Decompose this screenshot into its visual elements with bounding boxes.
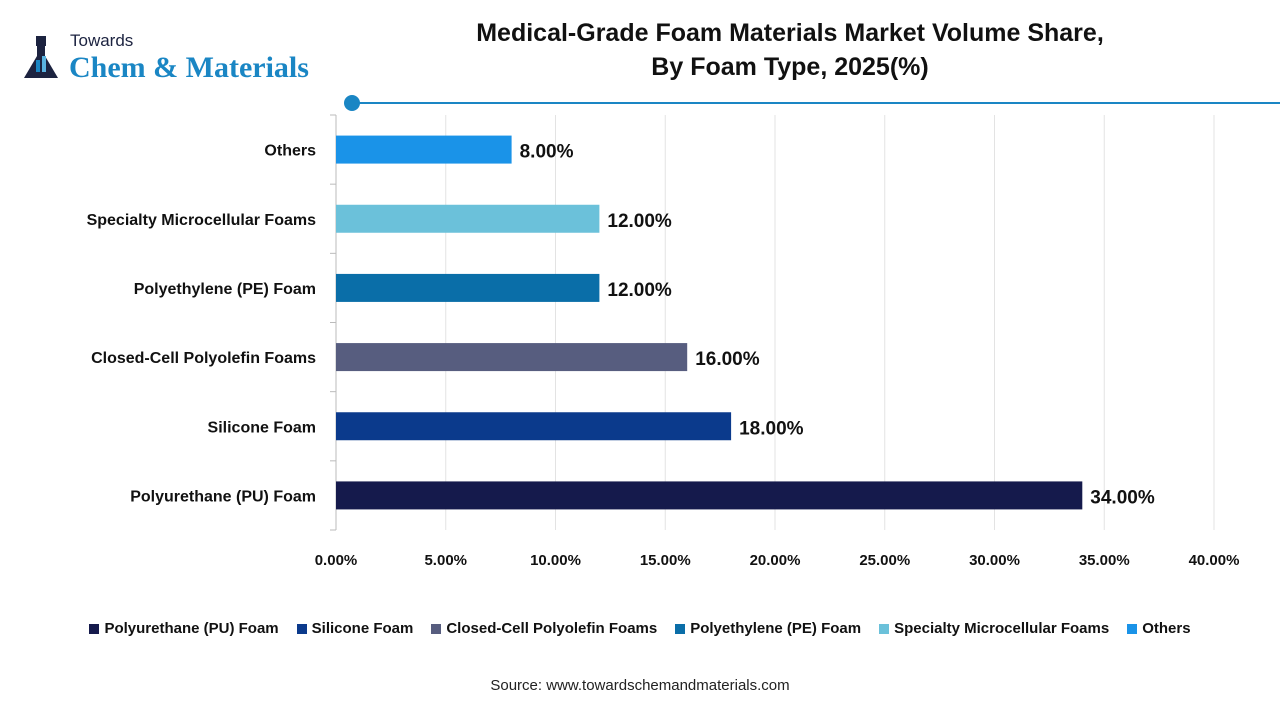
logo-text-top: Towards — [70, 31, 134, 50]
flask-icon — [24, 36, 58, 78]
data-label: 34.00% — [1090, 487, 1155, 508]
y-category-label: Polyurethane (PU) Foam — [130, 488, 316, 505]
data-label: 8.00% — [520, 142, 574, 163]
legend-label: Closed-Cell Polyolefin Foams — [446, 620, 658, 637]
legend-item: Others — [1127, 620, 1191, 637]
legend-label: Silicone Foam — [311, 620, 414, 637]
legend-item: Polyethylene (PE) Foam — [675, 620, 861, 637]
source-text: Source: www.towardschemandmaterials.com — [490, 677, 790, 694]
logo: Towards Chem & Materials — [22, 32, 352, 87]
x-tick-label: 10.00% — [530, 552, 581, 569]
legend-item: Specialty Microcellular Foams — [879, 620, 1109, 637]
x-tick-label: 30.00% — [969, 552, 1020, 569]
legend-item: Silicone Foam — [296, 620, 414, 637]
y-category-label: Closed-Cell Polyolefin Foams — [91, 350, 316, 367]
y-category-label: Others — [264, 143, 316, 160]
y-category-label: Polyethylene (PE) Foam — [134, 281, 316, 298]
bar — [336, 481, 1083, 510]
x-tick-label: 0.00% — [315, 552, 358, 569]
legend-item: Closed-Cell Polyolefin Foams — [431, 620, 657, 637]
x-tick-label: 35.00% — [1079, 552, 1130, 569]
data-label: 16.00% — [695, 349, 760, 370]
bar — [336, 273, 600, 302]
title-line-1: Medical-Grade Foam Materials Market Volu… — [476, 19, 1104, 47]
legend-swatch — [296, 623, 307, 634]
legend-item: Polyurethane (PU) Foam — [89, 620, 279, 637]
legend-label: Polyurethane (PU) Foam — [104, 620, 279, 637]
logo-text-main: Chem & Materials — [69, 51, 309, 84]
legend-swatch — [1127, 623, 1138, 634]
legend-swatch — [431, 623, 442, 634]
data-label: 12.00% — [607, 211, 672, 232]
bar — [336, 343, 688, 372]
legend-swatch — [89, 623, 100, 634]
x-tick-label: 25.00% — [859, 552, 910, 569]
bar — [336, 135, 512, 164]
data-label: 12.00% — [607, 280, 672, 301]
x-tick-label: 5.00% — [424, 552, 467, 569]
x-tick-label: 20.00% — [750, 552, 801, 569]
data-label: 18.00% — [739, 418, 804, 439]
y-category-label: Silicone Foam — [208, 419, 316, 436]
legend-label: Others — [1142, 620, 1191, 637]
bar-chart: 0.00% 5.00% 10.00% 15.00% 20.00% 25.00% 30.00%… — [87, 95, 1280, 569]
bar — [336, 204, 600, 233]
legend-label: Specialty Microcellular Foams — [894, 620, 1110, 637]
x-tick-label: 40.00% — [1189, 552, 1240, 569]
y-category-label: Specialty Microcellular Foams — [87, 212, 317, 229]
title-underline-dot — [344, 95, 360, 111]
legend-label: Polyethylene (PE) Foam — [690, 620, 862, 637]
legend-swatch — [675, 623, 686, 634]
bar — [336, 412, 732, 441]
legend-swatch — [879, 623, 890, 634]
title-line-2: By Foam Type, 2025(%) — [651, 53, 929, 81]
legend: Polyurethane (PU) Foam Silicone Foam Close… — [0, 620, 1280, 637]
x-tick-label: 15.00% — [640, 552, 691, 569]
chart-title: Medical-Grade Foam Materials Market Volu… — [380, 16, 1200, 84]
